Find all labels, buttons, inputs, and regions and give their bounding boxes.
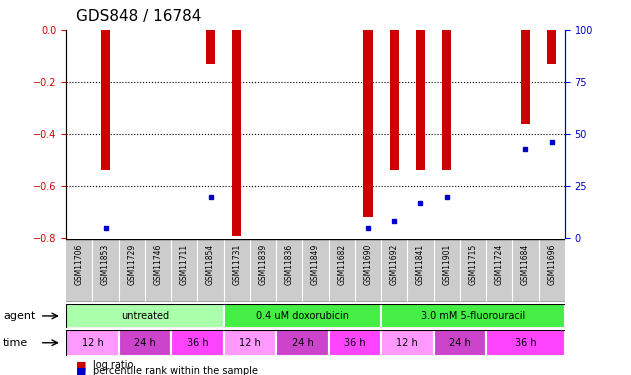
Bar [547,30,556,64]
Text: GSM11684: GSM11684 [521,244,530,285]
Text: GSM11724: GSM11724 [495,244,504,285]
Bar [381,304,565,328]
Text: ■: ■ [76,360,86,370]
Text: 12 h: 12 h [239,338,261,348]
Text: GSM11696: GSM11696 [547,244,556,285]
Bar [66,304,223,328]
Text: GSM11854: GSM11854 [206,244,215,285]
Bar [486,330,565,356]
Bar [232,30,242,236]
Text: untreated: untreated [121,311,169,321]
Bar [206,30,215,64]
Bar [276,330,329,356]
Text: 36 h: 36 h [514,338,536,348]
Bar [433,330,486,356]
Text: 24 h: 24 h [134,338,156,348]
Text: GSM11711: GSM11711 [180,244,189,285]
Text: GSM11690: GSM11690 [363,244,372,285]
Text: GSM11682: GSM11682 [337,244,346,285]
Bar [119,330,171,356]
Bar [329,330,381,356]
Text: GSM11853: GSM11853 [101,244,110,285]
Text: 36 h: 36 h [187,338,208,348]
Text: GDS848 / 16784: GDS848 / 16784 [76,9,201,24]
Bar [101,30,110,171]
Text: ■: ■ [76,366,86,375]
Bar [521,30,530,124]
Bar [223,304,381,328]
Bar [381,330,433,356]
Text: GSM11729: GSM11729 [127,244,136,285]
Text: 24 h: 24 h [449,338,471,348]
Text: GSM11839: GSM11839 [259,244,268,285]
Text: time: time [3,338,28,348]
Text: GSM11836: GSM11836 [285,244,294,285]
Bar [171,330,223,356]
Text: agent: agent [3,311,35,321]
Text: GSM11849: GSM11849 [311,244,320,285]
Text: 0.4 uM doxorubicin: 0.4 uM doxorubicin [256,311,349,321]
Text: 36 h: 36 h [344,338,366,348]
Bar [66,330,119,356]
Bar [223,330,276,356]
Text: GSM11746: GSM11746 [153,244,163,285]
Bar [389,30,399,171]
Text: GSM11901: GSM11901 [442,244,451,285]
Bar [416,30,425,171]
Text: 24 h: 24 h [292,338,313,348]
Text: 3.0 mM 5-fluorouracil: 3.0 mM 5-fluorouracil [421,311,525,321]
Text: 12 h: 12 h [81,338,103,348]
Text: GSM11706: GSM11706 [75,244,84,285]
Bar [363,30,372,217]
Text: percentile rank within the sample: percentile rank within the sample [93,366,258,375]
Text: GSM11841: GSM11841 [416,244,425,285]
Text: 12 h: 12 h [396,338,418,348]
Text: GSM11692: GSM11692 [390,244,399,285]
Text: GSM11715: GSM11715 [468,244,478,285]
Text: log ratio: log ratio [93,360,134,370]
Bar [442,30,451,171]
Text: GSM11731: GSM11731 [232,244,241,285]
